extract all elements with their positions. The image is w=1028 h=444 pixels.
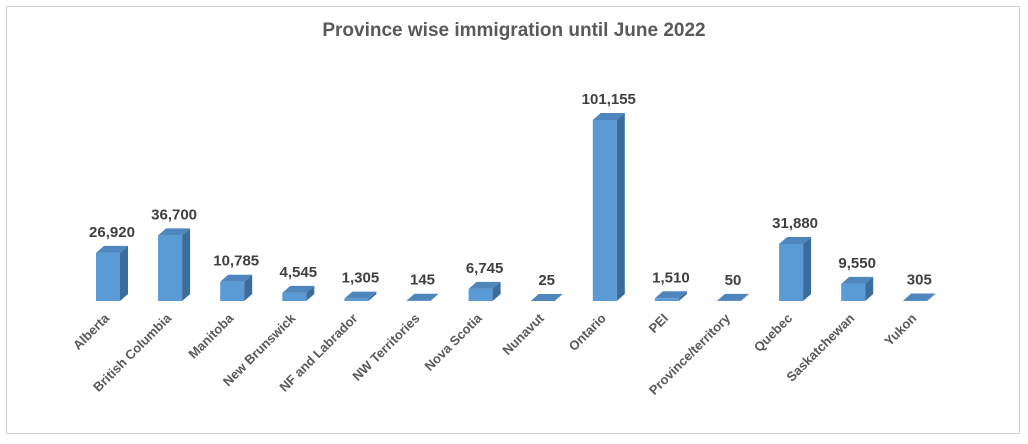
data-label-ontario: 101,155 xyxy=(582,91,636,108)
bar-province-territory xyxy=(717,293,749,301)
bar-side xyxy=(554,293,563,301)
bar-side xyxy=(927,293,936,301)
category-label-quebec: Quebec xyxy=(751,311,795,355)
bar-side xyxy=(120,245,128,301)
bar-front xyxy=(841,283,866,301)
category-label-ontario: Ontario xyxy=(566,310,609,353)
bar-front xyxy=(592,120,617,301)
bar-top xyxy=(654,291,687,299)
bar-side xyxy=(182,228,191,301)
bar-nw-territories xyxy=(406,293,439,301)
bar-top xyxy=(841,276,874,284)
bar-top xyxy=(158,228,191,236)
bar-side xyxy=(368,291,377,301)
data-label-saskatchewan: 9,550 xyxy=(838,255,876,272)
bar-top xyxy=(282,285,315,293)
data-label-nf-and-labrador: 1,305 xyxy=(342,270,380,287)
bar-ontario xyxy=(592,113,625,301)
bar-top xyxy=(530,293,563,301)
bar-front xyxy=(654,298,679,301)
data-label-nw-territories: 145 xyxy=(410,272,435,289)
bar-top xyxy=(96,245,128,253)
category-label-yukon: Yukon xyxy=(881,310,919,348)
bar-yukon xyxy=(903,293,936,301)
category-label-nunavut: Nunavut xyxy=(499,310,547,358)
bar-manitoba xyxy=(220,274,253,301)
bar-front xyxy=(282,292,307,301)
bar-british-columbia xyxy=(158,228,191,301)
data-label-british-columbia: 36,700 xyxy=(151,206,197,223)
bar-side xyxy=(803,236,812,301)
bar-pei xyxy=(654,291,687,301)
bar-side xyxy=(865,276,874,301)
data-label-new-brunswick: 4,545 xyxy=(280,264,318,281)
bar-side xyxy=(678,291,687,301)
bar-side xyxy=(492,281,501,301)
bar-alberta xyxy=(96,245,128,301)
bar-front xyxy=(344,298,369,301)
bar-side xyxy=(741,293,749,301)
bar-top xyxy=(406,293,439,301)
chart-frame xyxy=(6,6,1020,434)
bar-top xyxy=(468,281,501,289)
bar-top xyxy=(717,293,749,301)
bar-top xyxy=(779,236,812,244)
category-label-manitoba: Manitoba xyxy=(185,310,236,361)
bar-front xyxy=(779,243,804,301)
bar-front xyxy=(96,252,120,301)
data-label-nunavut: 25 xyxy=(538,272,555,289)
data-label-nova-scotia: 6,745 xyxy=(466,260,504,277)
bar-saskatchewan xyxy=(841,276,874,301)
bar-new-brunswick xyxy=(282,285,315,301)
bar-top xyxy=(344,291,377,299)
bar-top xyxy=(220,274,253,282)
bar-side xyxy=(306,285,315,301)
data-label-province-territory: 50 xyxy=(725,272,742,289)
bar-front xyxy=(158,235,183,301)
bar-quebec xyxy=(779,236,812,301)
bar-top xyxy=(592,113,625,120)
bar-top xyxy=(903,293,936,301)
bar-front xyxy=(903,300,928,301)
data-label-alberta: 26,920 xyxy=(89,224,135,241)
bar-nf-and-labrador xyxy=(344,291,377,301)
bar-side xyxy=(430,293,439,301)
category-label-pei: PEI xyxy=(646,311,671,336)
data-label-yukon: 305 xyxy=(907,271,932,288)
bar-side xyxy=(616,113,625,301)
bar-nunavut xyxy=(530,293,563,301)
data-label-manitoba: 10,785 xyxy=(213,253,259,270)
bar-side xyxy=(244,274,253,301)
data-label-pei: 1,510 xyxy=(652,269,690,286)
chart-title: Province wise immigration until June 202… xyxy=(322,20,706,41)
category-label-nova-scotia: Nova Scotia xyxy=(421,310,485,374)
bar-nova-scotia xyxy=(468,281,501,301)
category-label-nw-territories: NW Territories xyxy=(349,311,422,384)
bar-front xyxy=(468,288,493,301)
data-label-quebec: 31,880 xyxy=(772,215,818,232)
bar-front xyxy=(220,281,245,301)
category-label-alberta: Alberta xyxy=(70,310,113,353)
